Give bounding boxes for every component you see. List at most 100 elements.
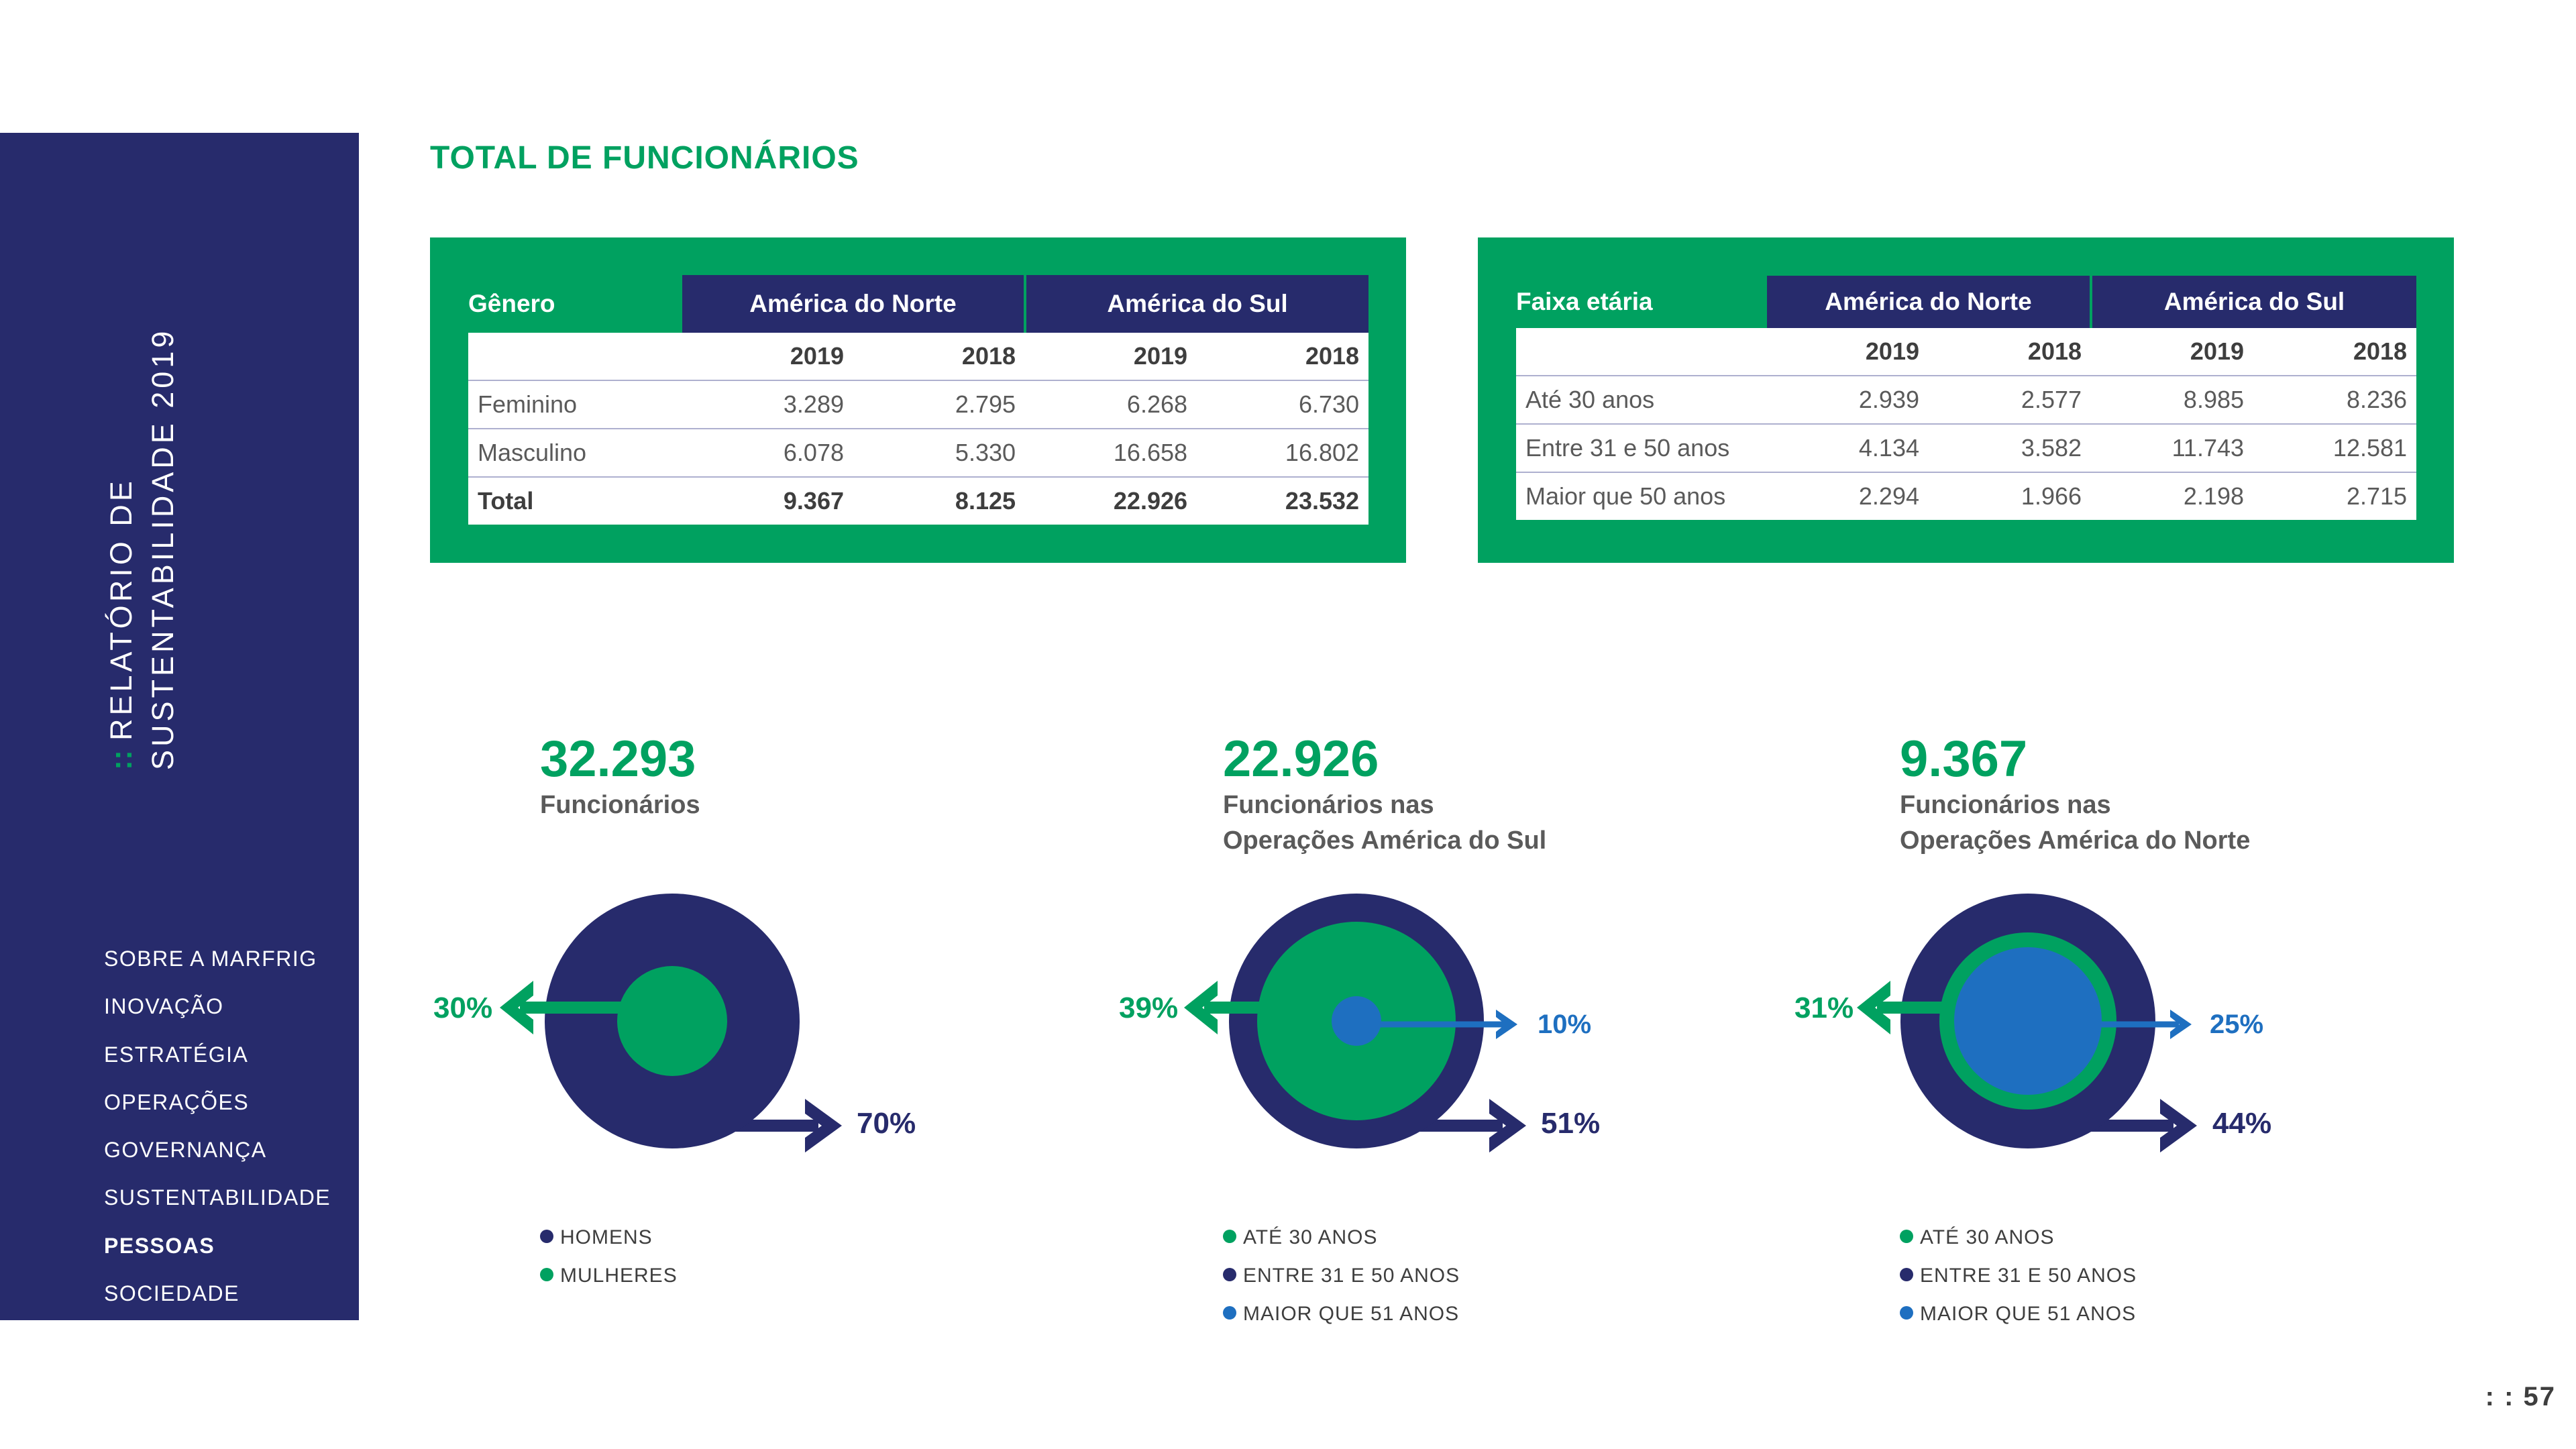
arrow-under-30-head bbox=[1857, 981, 1890, 1034]
gender-table-region-south: América do Sul bbox=[1024, 275, 1369, 333]
legend-item: ENTRE 31 E 50 ANOS bbox=[1223, 1265, 1460, 1303]
stat-desc: Funcionários bbox=[540, 791, 700, 819]
chart-south-america bbox=[1184, 894, 1526, 1152]
pct-men: 70% bbox=[857, 1107, 916, 1140]
cell-value: 16.802 bbox=[1197, 429, 1369, 478]
legend-age-south: ATÉ 30 ANOS ENTRE 31 E 50 ANOS MAIOR QUE… bbox=[1223, 1226, 1460, 1341]
legend-dot bbox=[1900, 1306, 1913, 1320]
gender-table: Gênero América do Norte América do Sul 2… bbox=[468, 275, 1369, 525]
nav-item-financas[interactable]: FINANÇAS bbox=[104, 1329, 221, 1354]
table-row-total: Total 9.367 8.125 22.926 23.532 bbox=[468, 477, 1369, 525]
cell-value: 9.367 bbox=[682, 477, 853, 525]
sidebar-nav: SOBRE A MARFRIG INOVAÇÃO ESTRATÉGIA OPER… bbox=[104, 947, 331, 1425]
gender-table-region-north: América do Norte bbox=[682, 275, 1026, 333]
cell-value: 6.268 bbox=[1025, 380, 1197, 429]
cell-value: 2.939 bbox=[1767, 376, 1929, 425]
stat-number: 22.926 bbox=[1223, 731, 1379, 788]
cell-value: 23.532 bbox=[1197, 477, 1369, 525]
age-table-year: 2018 bbox=[2253, 328, 2417, 376]
legend-item: HOMENS bbox=[540, 1226, 678, 1265]
cell-value: 16.658 bbox=[1025, 429, 1197, 478]
pct-31-50: 44% bbox=[2212, 1107, 2272, 1140]
legend-label: MAIOR QUE 51 ANOS bbox=[1243, 1303, 1460, 1325]
arrow-over-51-head bbox=[1496, 1010, 1517, 1039]
cell-value: 22.926 bbox=[1025, 477, 1197, 525]
cell-value: 4.134 bbox=[1767, 424, 1929, 473]
cell-value: 2.795 bbox=[853, 380, 1026, 429]
legend-item: ENTRE 31 E 50 ANOS bbox=[1900, 1265, 2137, 1303]
legend-dot bbox=[1223, 1306, 1236, 1320]
pct-over-51: 25% bbox=[2210, 1010, 2264, 1039]
nav-item-sobre[interactable]: SOBRE A MARFRIG bbox=[104, 947, 317, 971]
cell-value: 8.125 bbox=[853, 477, 1026, 525]
legend-dot bbox=[1900, 1230, 1913, 1243]
stat-desc-line2: Operações América do Norte bbox=[1900, 826, 2251, 855]
legend-dot bbox=[1900, 1268, 1913, 1281]
age-table-frame: Faixa etária América do Norte América do… bbox=[1478, 237, 2454, 563]
cell-value: 2.715 bbox=[2253, 472, 2417, 520]
legend-gender: HOMENS MULHERES bbox=[540, 1226, 678, 1303]
circle-over-51 bbox=[1332, 996, 1381, 1046]
cell-value: 2.577 bbox=[1929, 376, 2092, 425]
age-table-region-south: América do Sul bbox=[2090, 276, 2417, 328]
age-table-header: Faixa etária bbox=[1516, 288, 1653, 315]
cell-value: 5.330 bbox=[853, 429, 1026, 478]
pct-under-30: 31% bbox=[1794, 991, 1854, 1024]
arrow-over-51-head bbox=[2170, 1010, 2192, 1039]
gender-table-year: 2019 bbox=[1025, 333, 1197, 381]
legend-label: HOMENS bbox=[560, 1226, 653, 1248]
stat-desc-line2: Operações América do Sul bbox=[1223, 826, 1547, 855]
age-table-region-north: América do Norte bbox=[1767, 276, 2092, 328]
legend-dot bbox=[540, 1268, 553, 1281]
arrow-31-50-head bbox=[1489, 1099, 1526, 1152]
stat-number: 32.293 bbox=[540, 731, 696, 788]
nav-item-estrategia[interactable]: ESTRATÉGIA bbox=[104, 1042, 249, 1067]
legend-item: MULHERES bbox=[540, 1265, 678, 1303]
pct-under-30: 39% bbox=[1119, 991, 1179, 1024]
nav-item-governanca[interactable]: GOVERNANÇA bbox=[104, 1138, 267, 1163]
legend-item: MAIOR QUE 51 ANOS bbox=[1223, 1303, 1460, 1341]
stat-desc-line1: Funcionários nas bbox=[1900, 791, 2111, 819]
arrow-women-head bbox=[500, 981, 533, 1034]
arrow-31-50-head bbox=[2160, 1099, 2197, 1152]
age-table-year: 2018 bbox=[1929, 328, 2092, 376]
nav-item-sociedade[interactable]: SOCIEDADE bbox=[104, 1281, 239, 1306]
nav-item-sustentabilidade[interactable]: SUSTENTABILIDADE bbox=[104, 1185, 331, 1210]
stat-south-america: 22.926 Funcionários nas Operações Améric… bbox=[1223, 731, 1546, 859]
cell-value: 3.582 bbox=[1929, 424, 2092, 473]
table-row: Feminino 3.289 2.795 6.268 6.730 bbox=[468, 380, 1369, 429]
age-table-year: 2019 bbox=[2091, 328, 2254, 376]
legend-item: MAIOR QUE 51 ANOS bbox=[1900, 1303, 2137, 1341]
nav-item-operacoes[interactable]: OPERAÇÕES bbox=[104, 1089, 250, 1114]
cell-value: 8.985 bbox=[2091, 376, 2254, 425]
nav-item-gri[interactable]: GRI bbox=[104, 1377, 146, 1401]
cell-value: 11.743 bbox=[2091, 424, 2254, 473]
cell-value: 3.289 bbox=[682, 380, 853, 429]
legend-label: MAIOR QUE 51 ANOS bbox=[1920, 1303, 2137, 1325]
legend-dot bbox=[1223, 1268, 1236, 1281]
legend-label: ATÉ 30 ANOS bbox=[1920, 1226, 2055, 1248]
stat-north-america: 9.367 Funcionários nas Operações América… bbox=[1900, 731, 2250, 859]
cell-value: 2.294 bbox=[1767, 472, 1929, 520]
gender-table-year: 2019 bbox=[682, 333, 853, 381]
nav-item-inovacao[interactable]: INOVAÇÃO bbox=[104, 994, 224, 1019]
age-table: Faixa etária América do Norte América do… bbox=[1516, 276, 2417, 520]
table-row: Entre 31 e 50 anos 4.134 3.582 11.743 12… bbox=[1516, 424, 2417, 473]
gender-table-year-blank bbox=[468, 333, 682, 381]
chart-north-america bbox=[1857, 894, 2197, 1152]
nav-item-pessoas[interactable]: PESSOAS bbox=[104, 1233, 215, 1258]
table-row: Masculino 6.078 5.330 16.658 16.802 bbox=[468, 429, 1369, 478]
stat-number: 9.367 bbox=[1900, 731, 2028, 788]
legend-item: ATÉ 30 ANOS bbox=[1223, 1226, 1460, 1265]
table-row: Até 30 anos 2.939 2.577 8.985 8.236 bbox=[1516, 376, 2417, 425]
legend-label: ENTRE 31 E 50 ANOS bbox=[1920, 1265, 2137, 1287]
cell-value: 2.198 bbox=[2091, 472, 2254, 520]
page-number: : : 57 bbox=[2485, 1382, 2556, 1411]
row-label: Maior que 50 anos bbox=[1516, 472, 1767, 520]
chart-total-employees bbox=[500, 894, 842, 1152]
legend-dot bbox=[540, 1230, 553, 1243]
row-label: Até 30 anos bbox=[1516, 376, 1767, 425]
gender-table-year: 2018 bbox=[1197, 333, 1369, 381]
gender-table-header: Gênero bbox=[468, 290, 555, 317]
